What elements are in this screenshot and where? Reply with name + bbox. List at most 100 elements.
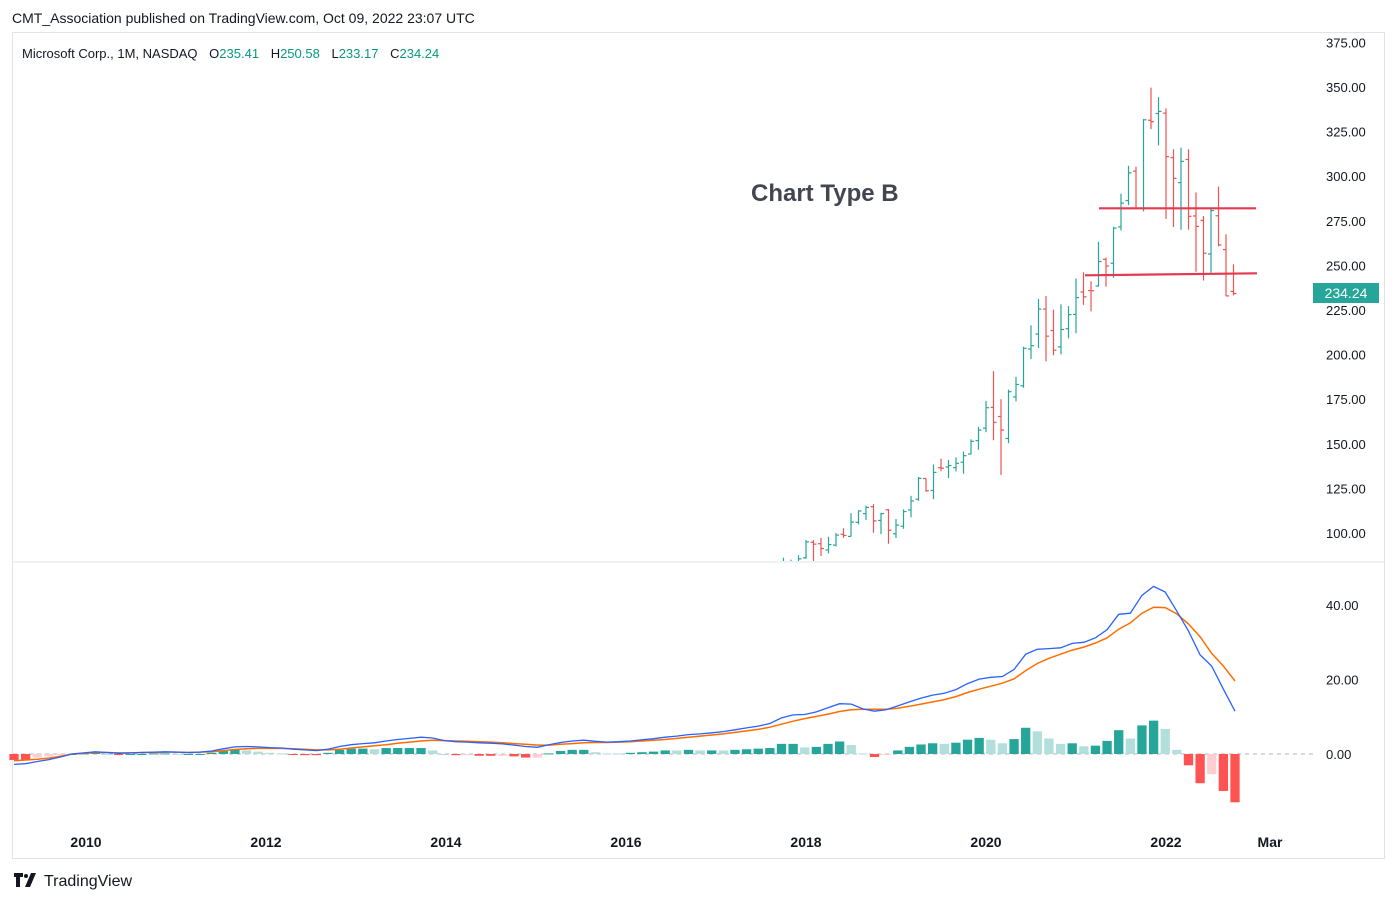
ohlc-bar [1200, 216, 1207, 281]
macd-histogram-bar [55, 754, 66, 756]
macd-histogram-bar [300, 754, 310, 756]
macd-histogram-bar [555, 751, 566, 754]
ohlc-bar [878, 512, 884, 535]
macd-histogram-bar [1079, 746, 1089, 754]
ohlc-bar [1050, 309, 1057, 356]
ohlc-bar [1230, 264, 1237, 296]
macd-histogram-bar [486, 754, 496, 756]
price-axis-tick-label: 325.00 [1326, 125, 1366, 140]
macd-histogram-bar [241, 750, 252, 754]
ohlc-bar [960, 451, 967, 474]
time-axis-tick-label: Mar [1258, 834, 1283, 850]
macd-histogram-bar [462, 754, 473, 756]
ohlc-bar [818, 537, 824, 557]
ohlc-bar [840, 528, 847, 538]
macd-histogram-bar [183, 754, 194, 755]
macd-histogram-bar [637, 752, 647, 754]
ohlc-bar [855, 510, 862, 525]
macd-histogram-bar [916, 744, 926, 754]
macd-histogram-bar [928, 743, 938, 754]
footer-brand[interactable]: TradingView [14, 872, 132, 892]
tradingview-logo-icon [14, 872, 38, 892]
price-axis-tick-label: 200.00 [1326, 348, 1366, 363]
macd-histogram-bar [451, 754, 461, 756]
legend-high-value: 250.58 [280, 46, 320, 61]
macd-histogram-bar [1114, 730, 1124, 754]
ohlc-bar [915, 477, 922, 501]
legend-symbol: Microsoft Corp., 1M, NASDAQ [22, 46, 198, 61]
ohlc-bar [1133, 166, 1139, 210]
macd-histogram-bar [32, 754, 42, 758]
price-axis-tick-label: 375.00 [1326, 35, 1366, 50]
legend-low-key: L [331, 46, 339, 61]
ohlc-bar [803, 540, 809, 559]
macd-histogram-bar [660, 750, 670, 754]
macd-histogram-bar [718, 750, 728, 754]
legend-open-key: O [209, 46, 220, 61]
macd-histogram-bar [672, 750, 682, 754]
ohlc-bar [863, 505, 869, 521]
macd-histogram-bar [1207, 754, 1217, 775]
ohlc-bar [1028, 325, 1034, 360]
macd-histogram-bar [1044, 738, 1054, 754]
macd-histogram-bar [951, 742, 961, 754]
macd-histogram-bar [1021, 727, 1031, 754]
ohlc-bar [1185, 149, 1192, 230]
price-axis-tick-label: 175.00 [1326, 392, 1366, 407]
legend-close-key: C [390, 46, 400, 61]
macd-axis-tick-label: 20.00 [1326, 673, 1359, 688]
macd-histogram-bar [834, 741, 845, 754]
macd-histogram-bar [276, 753, 287, 755]
macd-histogram-bar [974, 737, 984, 754]
macd-histogram-bar [1172, 749, 1182, 754]
price-axis-tick-label: 150.00 [1326, 437, 1366, 452]
ohlc-bar [1170, 149, 1177, 228]
time-axis-tick-label: 2020 [970, 834, 1001, 850]
ohlc-bar [968, 439, 974, 455]
macd-histogram-bar [427, 750, 438, 754]
ohlc-bar [1073, 278, 1079, 334]
macd-histogram-bar [474, 754, 484, 756]
macd-histogram-bar [265, 752, 275, 754]
macd-histogram-bar [1032, 731, 1042, 754]
macd-histogram-bar [439, 754, 449, 755]
macd-histogram-bar [1125, 738, 1135, 754]
ohlc-bars [782, 87, 1237, 561]
macd-histogram-bar [9, 754, 19, 760]
ohlc-bar [1013, 376, 1019, 402]
ohlc-bar [1163, 108, 1169, 219]
chart-annotation-text[interactable]: Chart Type B [751, 180, 899, 207]
macd-histogram-bar [544, 753, 554, 755]
ohlc-bar [1080, 272, 1087, 305]
time-axis-tick-label: 2012 [250, 834, 281, 850]
macd-histogram-bar [648, 751, 659, 754]
legend-high-key: H [270, 46, 281, 61]
macd-histogram-bar [44, 754, 54, 757]
ohlc-bar [1125, 165, 1132, 206]
macd-histogram-bar [602, 753, 612, 755]
ohlc-bar [975, 426, 982, 450]
ohlc-bar [848, 513, 854, 537]
macd-histogram-bar [707, 750, 717, 754]
macd-histogram-bar [846, 745, 856, 754]
macd-histogram-bar [1160, 728, 1170, 754]
macd-histogram-bar [311, 754, 321, 756]
ohlc-bar [953, 457, 959, 472]
macd-histogram-bar [334, 749, 345, 754]
ohlc-bar [1178, 147, 1184, 230]
ohlc-bar [1065, 306, 1072, 339]
macd-histogram-bar [986, 739, 996, 754]
macd-histogram-bar [393, 748, 403, 754]
macd-histogram-bar [788, 743, 798, 754]
macd-histogram-bar [90, 752, 101, 754]
chart-frame[interactable] [12, 32, 1385, 859]
macd-histogram-bar [1009, 739, 1019, 754]
macd-histogram-bar [869, 754, 880, 757]
macd-histogram-bar [148, 753, 159, 755]
ohlc-bar [983, 400, 989, 433]
macd-histogram-bar [962, 739, 973, 754]
macd-histogram-bar [881, 754, 891, 755]
price-axis-tick-label: 225.00 [1326, 303, 1366, 318]
macd-histogram-bar [1230, 754, 1240, 803]
